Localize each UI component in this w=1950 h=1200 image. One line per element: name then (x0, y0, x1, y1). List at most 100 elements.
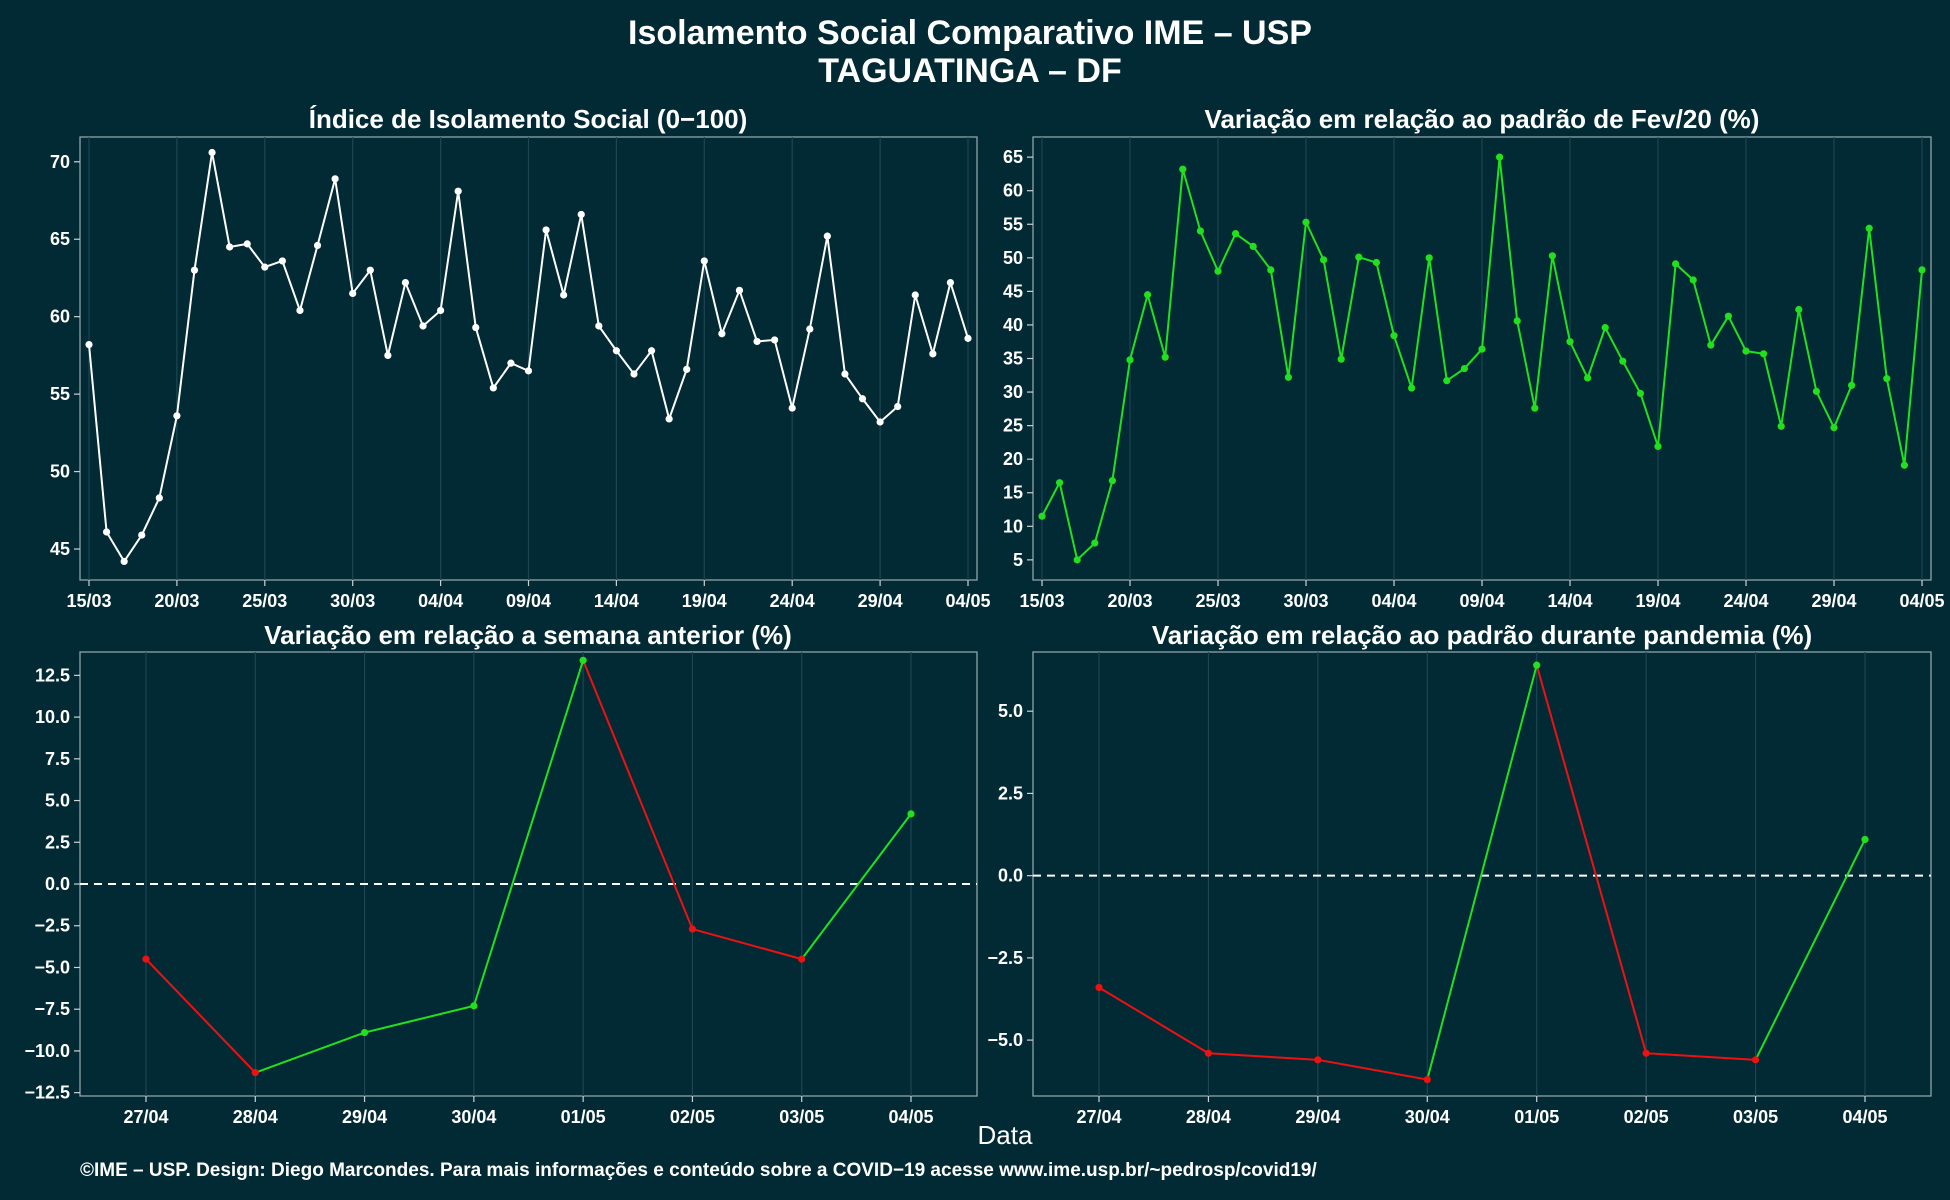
segment-increase (364, 1004, 475, 1034)
data-point-28/04 (1812, 387, 1820, 395)
data-point-17/04 (665, 415, 673, 423)
data-point-12/04 (577, 210, 585, 219)
data-point-28/04 (858, 395, 867, 403)
x-tick-label: 30/03 (330, 591, 375, 611)
data-point-26/04 (823, 232, 831, 240)
data-point-19/03 (1108, 477, 1116, 485)
data-point-29/04 (360, 1028, 369, 1037)
x-tick-label: 29/04 (342, 1107, 387, 1127)
data-point-30/03 (1302, 218, 1310, 226)
data-point-25/03 (261, 263, 269, 271)
x-tick-label: 15/03 (1019, 591, 1064, 611)
data-point-28/04 (1204, 1049, 1213, 1057)
data-point-17/04 (1619, 357, 1627, 365)
data-point-30/04 (1848, 381, 1856, 389)
y-tick-label: −12.5 (24, 1083, 70, 1103)
data-point-15/03 (85, 340, 93, 349)
data-point-18/03 (138, 531, 146, 539)
data-point-22/04 (1707, 341, 1715, 349)
x-tick-label: 15/03 (66, 591, 111, 611)
segment-decrease (145, 958, 257, 1074)
data-point-27/04 (841, 370, 849, 378)
segment-increase (472, 660, 585, 1007)
data-point-04/05 (964, 334, 972, 342)
segment-increase (1426, 664, 1538, 1080)
data-point-14/04 (612, 347, 621, 355)
data-point-31/03 (1320, 256, 1328, 264)
panel-title-feb: Variação em relação ao padrão de Fev/20 … (1205, 104, 1760, 134)
segment-decrease (1646, 1052, 1756, 1061)
chart-panel-feb: Variação em relação ao padrão de Fev/20 … (1003, 104, 1945, 611)
x-tick-label: 30/03 (1283, 591, 1328, 611)
data-point-23/04 (771, 336, 779, 344)
x-tick-label: 29/04 (858, 591, 903, 611)
data-point-16/03 (102, 528, 111, 536)
data-point-03/04 (1372, 258, 1380, 267)
y-tick-label: −10.0 (24, 1041, 70, 1061)
data-point-20/03 (1126, 356, 1134, 364)
segment-increase (254, 1031, 365, 1074)
data-point-02/05 (1642, 1049, 1650, 1057)
y-tick-label: −7.5 (34, 999, 70, 1019)
data-point-05/04 (1408, 384, 1416, 392)
data-point-20/04 (1672, 260, 1680, 268)
y-tick-label: 5 (1013, 550, 1023, 570)
data-point-21/03 (1144, 291, 1152, 299)
data-point-20/04 (718, 330, 726, 338)
x-tick-label: 02/05 (670, 1107, 715, 1127)
footer-caption: ©IME – USP. Design: Diego Marcondes. Par… (80, 1160, 1317, 1181)
data-point-29/04 (1830, 424, 1838, 432)
y-tick-label: −5.0 (987, 1030, 1023, 1050)
x-tick-label: 25/03 (1195, 591, 1240, 611)
data-point-18/04 (1636, 389, 1644, 398)
data-point-27/03 (296, 306, 304, 315)
x-tick-label: 14/04 (594, 591, 639, 611)
chart-panel-index: Índice de Isolamento Social (0−100) 15/0… (50, 104, 991, 611)
data-point-23/03 (1179, 165, 1187, 173)
segment-increase (800, 813, 912, 960)
data-point-09/04 (524, 367, 533, 375)
data-point-02/05 (688, 925, 697, 933)
data-point-29/04 (1314, 1056, 1322, 1064)
data-point-02/05 (1883, 375, 1891, 383)
segment-decrease (692, 928, 802, 961)
panel-title-index: Índice de Isolamento Social (0−100) (309, 104, 748, 134)
chart-panel-pandemic: Variação em relação ao padrão durante pa… (987, 620, 1932, 1127)
x-tick-label: 27/04 (123, 1107, 168, 1127)
x-tick-label: 09/04 (1459, 591, 1504, 611)
data-point-28/03 (313, 241, 322, 250)
segment-decrease (1535, 664, 1648, 1054)
data-point-27/04 (1795, 305, 1803, 314)
data-point-01/05 (911, 291, 919, 299)
data-point-16/03 (1056, 479, 1064, 487)
segment-decrease (1208, 1052, 1318, 1061)
data-point-15/04 (1584, 374, 1592, 382)
y-tick-label: 15 (1003, 483, 1023, 503)
data-point-03/05 (798, 955, 806, 963)
data-point-29/03 (1284, 373, 1292, 381)
y-tick-label: −5.0 (34, 957, 70, 977)
y-tick-label: 60 (50, 307, 70, 327)
data-point-26/03 (1232, 230, 1240, 238)
data-point-08/04 (1460, 364, 1468, 373)
data-point-13/04 (1548, 252, 1556, 260)
data-point-30/04 (1423, 1075, 1431, 1084)
data-point-03/04 (419, 322, 427, 330)
data-point-06/04 (1425, 254, 1433, 262)
data-point-07/04 (489, 384, 497, 392)
y-tick-label: 60 (1003, 181, 1023, 201)
segment-increase (1754, 839, 1866, 1061)
y-tick-label: 45 (50, 539, 70, 559)
plot-frame-pandemic (1032, 651, 1932, 1097)
data-point-31/03 (366, 266, 374, 274)
data-point-03/05 (1900, 461, 1908, 469)
x-tick-label: 20/03 (1107, 591, 1152, 611)
data-point-22/03 (1161, 353, 1169, 361)
data-point-19/04 (1654, 442, 1662, 451)
plot-frame-week (79, 651, 978, 1097)
data-point-01/04 (384, 351, 392, 360)
x-tick-label: 29/04 (1295, 1107, 1340, 1127)
x-tick-label: 24/04 (1723, 591, 1768, 611)
data-point-27/04 (142, 955, 150, 963)
x-tick-label: 27/04 (1076, 1107, 1121, 1127)
